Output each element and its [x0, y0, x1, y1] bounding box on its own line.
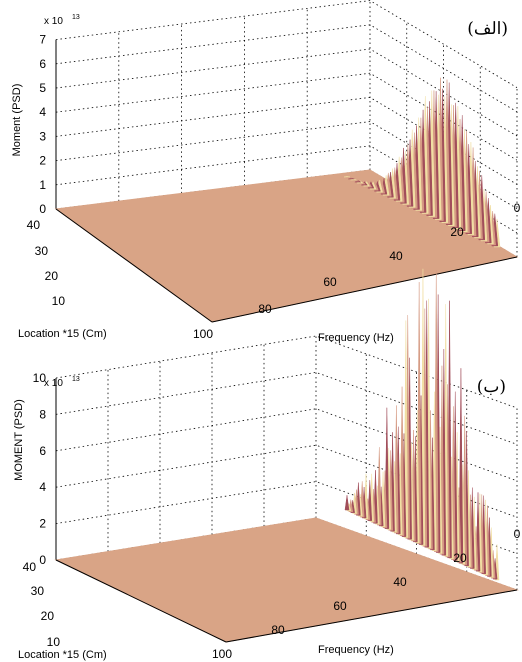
- y-tick-label: 30: [35, 244, 49, 258]
- panel-label: (الف): [467, 19, 508, 39]
- location-axis: [55, 559, 227, 643]
- z-gridline: [55, 72, 518, 161]
- y-tick-label: 40: [23, 560, 37, 574]
- z-tick-label: 10: [33, 371, 47, 385]
- y-tick-label: 30: [31, 584, 45, 598]
- x-tick-label: 60: [323, 275, 337, 289]
- z-gridline: [55, 0, 518, 88]
- scale-note: x 10: [44, 378, 63, 389]
- x-tick-label: 80: [258, 302, 272, 316]
- frequency-axis: [225, 589, 518, 643]
- x-tick-label: 100: [212, 647, 232, 661]
- psd-spike: [344, 495, 350, 511]
- y-tick-label: 10: [52, 294, 66, 308]
- psd-peak: [343, 77, 501, 248]
- scale-exponent: 13: [72, 14, 80, 21]
- x-tick-label: 0: [514, 201, 521, 215]
- y-tick-label: 40: [27, 218, 41, 232]
- frequency-axis: [211, 256, 518, 323]
- z-tick-label: 4: [39, 480, 46, 494]
- z-axis-label: Moment (PSD): [11, 84, 23, 157]
- z-tick-label: 7: [39, 33, 46, 47]
- z-tick-label: 5: [39, 81, 46, 95]
- z-tick-label: 0: [39, 553, 46, 567]
- scale-exponent: 13: [72, 376, 80, 383]
- x-tick-label: 80: [271, 623, 285, 637]
- panel-label: (ب): [477, 377, 506, 397]
- z-axis-label: MOMENT (PSD): [13, 399, 25, 481]
- psd-spike: [343, 176, 351, 178]
- x-tick-label: 0: [514, 527, 521, 541]
- psd-peak: [344, 268, 500, 581]
- location-axis: [55, 208, 213, 323]
- z-tick-label: 2: [39, 517, 46, 531]
- y-axis-label: Location *15 (Cm): [18, 649, 107, 661]
- panel-1: 0 1 2 3 4 5 6 7 100 80 60 40 20 0 40 30 20 10 x 10 13 Moment…: [11, 0, 521, 344]
- z-gridline: [55, 145, 518, 234]
- z-gridline: [55, 121, 518, 209]
- x-tick-label: 60: [333, 599, 347, 613]
- z-tick-label: 6: [39, 57, 46, 71]
- z-tick-label: 6: [39, 444, 46, 458]
- x-axis-label: Frequency (Hz): [318, 332, 394, 344]
- z-tick-label: 4: [39, 105, 46, 119]
- y-tick-label: 10: [47, 635, 61, 649]
- z-gridline: [55, 48, 518, 137]
- x-tick-label: 20: [453, 551, 467, 565]
- x-tick-label: 40: [389, 249, 403, 263]
- x-axis-label: Frequency (Hz): [318, 644, 394, 656]
- x-tick-label: 40: [393, 575, 407, 589]
- z-gridline: [55, 24, 518, 113]
- y-tick-label: 20: [45, 269, 59, 283]
- y-axis-label: Location *15 (Cm): [18, 328, 107, 340]
- z-tick-label: 0: [39, 202, 46, 216]
- psd-spike: [350, 178, 357, 181]
- z-tick-label: 1: [39, 178, 46, 192]
- scale-note: x 10: [44, 16, 63, 27]
- y-tick-label: 20: [41, 609, 55, 623]
- psd-spike: [346, 177, 353, 179]
- x-tick-label: 100: [193, 327, 213, 341]
- x-tick-label: 20: [450, 225, 464, 239]
- z-tick-label: 3: [39, 129, 46, 143]
- z-tick-label: 2: [39, 154, 46, 168]
- z-tick-label: 8: [39, 407, 46, 421]
- psd-spike: [348, 177, 355, 180]
